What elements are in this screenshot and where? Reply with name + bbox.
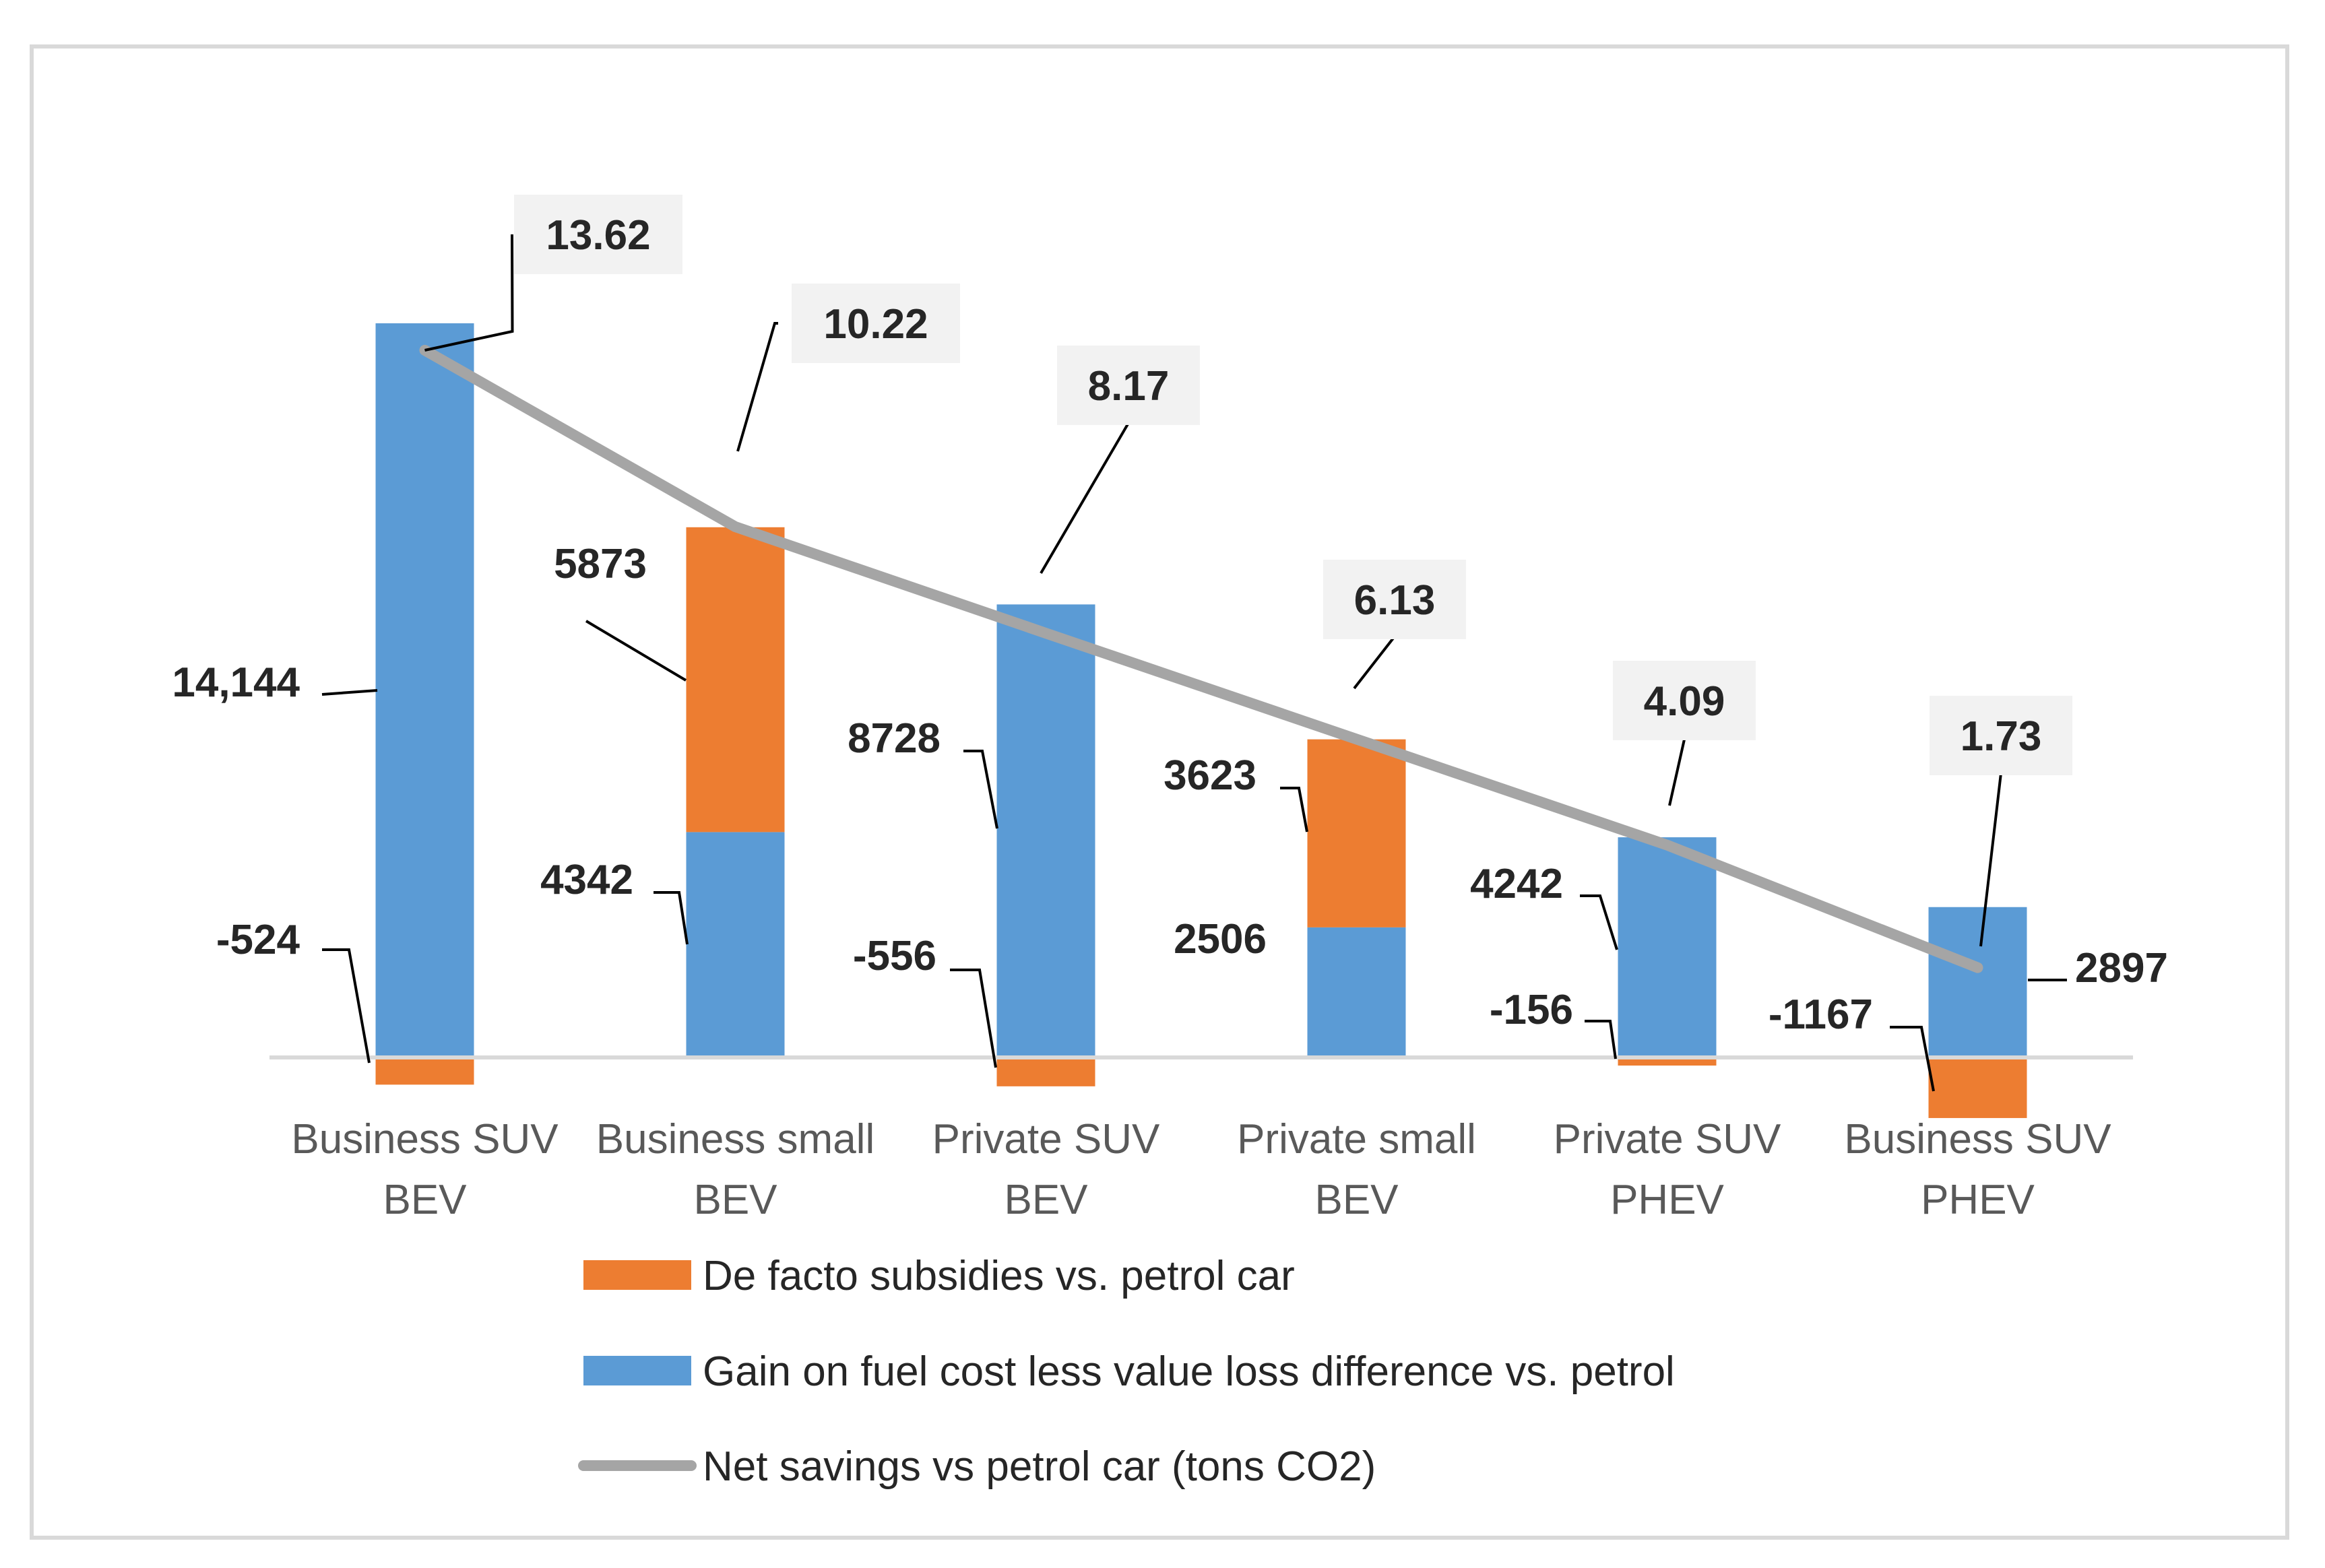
subsidy-label-3: 3623 xyxy=(1164,752,1256,799)
category-label-3-1: BEV xyxy=(1314,1177,1399,1223)
net-label-box-5 xyxy=(1930,696,2072,775)
leader-subsidy-3 xyxy=(1280,787,1308,832)
category-label-0-1: BEV xyxy=(383,1177,467,1223)
net-label-4: 4.09 xyxy=(1644,678,1725,725)
subsidy-label-5: -1167 xyxy=(1769,991,1873,1038)
leader-net-1 xyxy=(736,322,778,452)
leader-subsidy-4 xyxy=(1585,1020,1617,1059)
leaders-layer xyxy=(321,234,2067,1092)
net-label-box-2 xyxy=(1057,346,1200,425)
gain-label-3: 2506 xyxy=(1174,916,1267,962)
net-label-5: 1.73 xyxy=(1961,713,2042,760)
subsidy-label-0: -524 xyxy=(216,917,300,963)
net-label-box-3 xyxy=(1323,560,1466,639)
labels-layer: 13.62 10.22 8.17 6.13 4.09 1.73 14,144 4342 8728… xyxy=(172,195,2168,1038)
line-layer xyxy=(419,345,1983,973)
net-label-0: 13.62 xyxy=(546,212,650,259)
subsidy-label-1: 5873 xyxy=(554,541,647,587)
category-label-2-0: Private SUV xyxy=(932,1116,1160,1163)
bar-subsidy-2 xyxy=(996,1057,1095,1086)
category-label-4-1: PHEV xyxy=(1610,1177,1724,1223)
category-label-4-0: Private SUV xyxy=(1554,1116,1781,1163)
leader-net-2 xyxy=(1040,422,1130,575)
gain-label-0: 14,144 xyxy=(172,659,300,706)
leader-subsidy-1 xyxy=(585,620,687,682)
legend-label-1: Gain on fuel cost less value loss differ… xyxy=(703,1348,1675,1395)
legend-swatch-0 xyxy=(583,1260,691,1290)
bar-subsidy-4 xyxy=(1618,1057,1717,1066)
leader-gain-2 xyxy=(963,750,998,829)
bar-subsidy-1 xyxy=(686,527,785,832)
bar-gain-0 xyxy=(375,323,474,1057)
bar-gain-3 xyxy=(1307,927,1406,1057)
bar-gain-4 xyxy=(1618,837,1717,1057)
leader-net-0 xyxy=(424,234,514,352)
leader-net-5 xyxy=(1979,773,2002,947)
bar-gain-2 xyxy=(996,604,1095,1057)
net-label-3: 6.13 xyxy=(1354,577,1436,624)
leader-net-3 xyxy=(1353,635,1396,690)
leader-gain-0 xyxy=(321,689,378,696)
subsidy-label-2: -556 xyxy=(853,933,936,979)
category-label-1-0: Business small xyxy=(596,1116,874,1163)
bar-subsidy-0 xyxy=(375,1057,474,1085)
category-label-3-0: Private small xyxy=(1237,1116,1476,1163)
legend: De facto subsidies vs. petrol car Gain on… xyxy=(578,1253,1675,1490)
bar-subsidy-3 xyxy=(1307,739,1406,927)
leader-gain-4 xyxy=(1580,894,1618,950)
net-label-box-4 xyxy=(1613,661,1756,740)
bars-layer xyxy=(375,323,2027,1118)
category-label-5-1: PHEV xyxy=(1921,1177,2035,1223)
category-label-2-1: BEV xyxy=(1004,1177,1088,1223)
net-savings-line xyxy=(419,345,1983,973)
bar-subsidy-5 xyxy=(1928,1057,2027,1118)
category-label-5-0: Business SUV xyxy=(1844,1116,2111,1163)
leader-subsidy-5 xyxy=(1890,1026,1935,1092)
category-axis: Business SUV BEV Business small BEV Private … xyxy=(291,1116,2111,1223)
net-label-1: 10.22 xyxy=(823,301,928,348)
net-label-box-0 xyxy=(514,195,682,274)
net-label-box-1 xyxy=(792,284,960,363)
bar-gain-5 xyxy=(1928,907,2027,1057)
leader-net-4 xyxy=(1668,739,1686,806)
legend-label-2: Net savings vs petrol car (tons CO2) xyxy=(703,1443,1376,1490)
category-label-1-1: BEV xyxy=(693,1177,777,1223)
legend-swatch-1 xyxy=(583,1356,691,1385)
bar-gain-1 xyxy=(686,832,785,1057)
leader-subsidy-0 xyxy=(322,948,371,1064)
legend-label-0: De facto subsidies vs. petrol car xyxy=(703,1253,1295,1299)
category-label-0-0: Business SUV xyxy=(291,1116,559,1163)
gain-label-1: 4342 xyxy=(540,857,633,903)
gain-label-4: 4242 xyxy=(1470,861,1563,907)
net-label-2: 8.17 xyxy=(1088,363,1170,410)
leader-gain-1 xyxy=(654,891,689,945)
gain-label-5: 2897 xyxy=(2075,945,2168,991)
gain-label-2: 8728 xyxy=(848,715,941,762)
subsidy-label-4: -156 xyxy=(1490,987,1573,1033)
leader-subsidy-2 xyxy=(950,969,997,1068)
